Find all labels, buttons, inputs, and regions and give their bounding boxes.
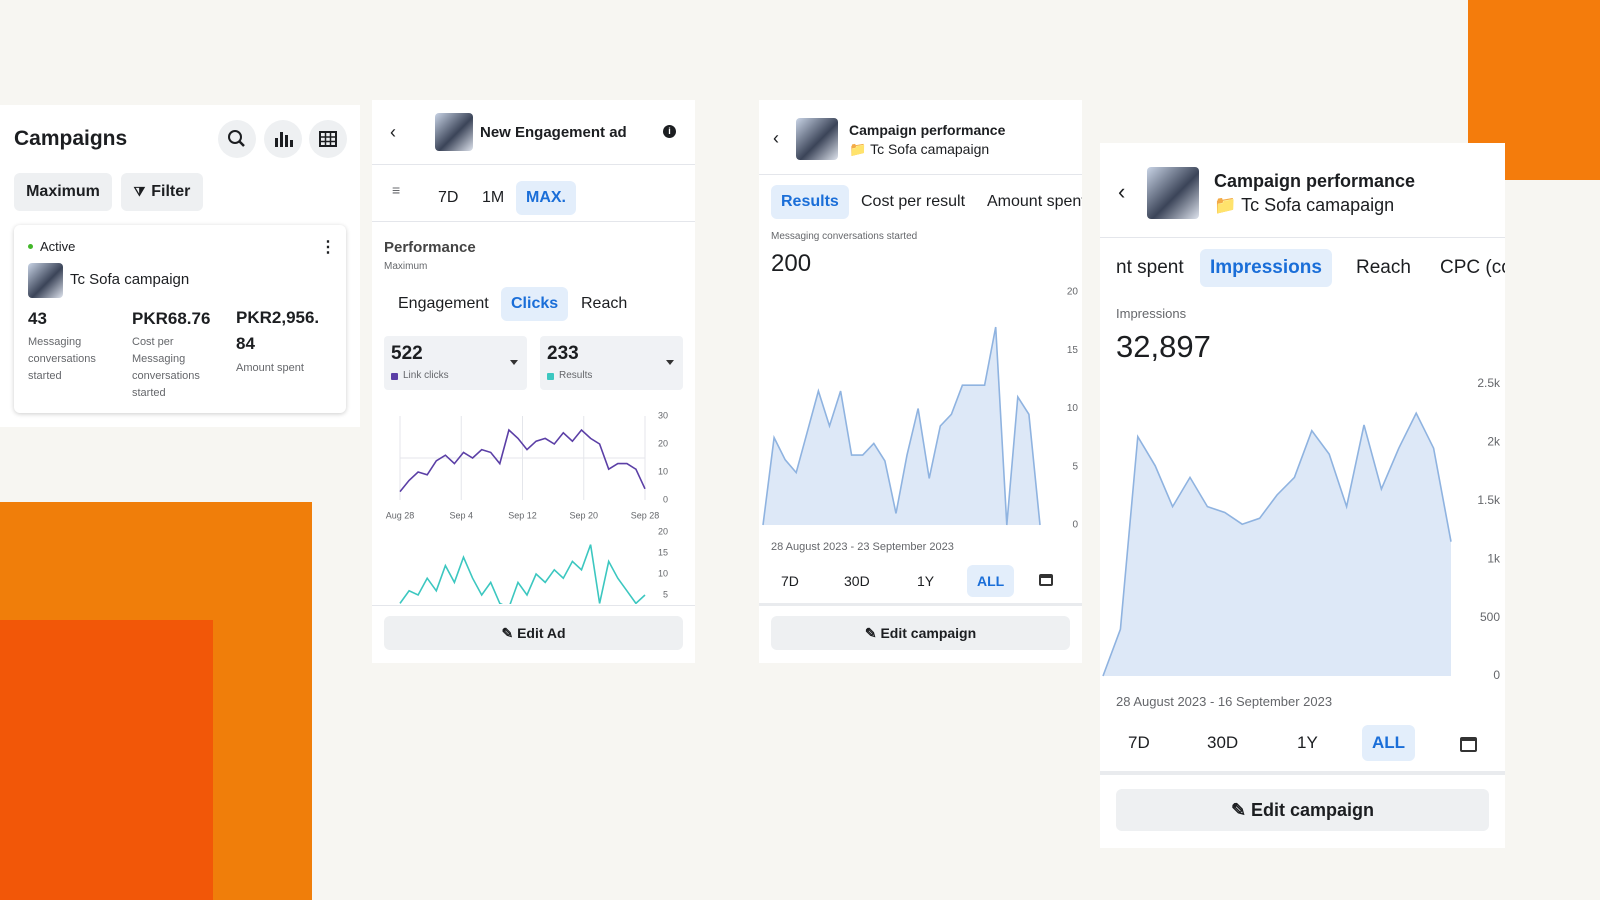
tab[interactable]: ALL	[1362, 725, 1416, 761]
filter-label: Filter	[151, 183, 191, 200]
metric-value: 32,897	[1116, 329, 1211, 364]
tab[interactable]: 7D	[438, 189, 459, 206]
divider	[759, 603, 1082, 606]
section-title: Performance	[384, 239, 476, 256]
stat-swatch	[547, 373, 554, 380]
tab[interactable]: 30D	[844, 573, 870, 589]
performance-panel: ‹ Campaign performance 📁 Tc Sofa camapai…	[759, 100, 1082, 663]
performance-panel: ‹ Campaign performance 📁 Tc Sofa camapai…	[1100, 143, 1505, 848]
metric-label: Messaging conversations started	[28, 336, 96, 382]
thumbnail	[28, 263, 63, 298]
edit-button[interactable]: ✎ Edit campaign	[1116, 789, 1489, 831]
divider	[1100, 771, 1505, 775]
divider	[372, 605, 695, 606]
tab[interactable]: Reach	[1356, 257, 1411, 278]
filter-chip[interactable]: Maximum	[14, 173, 112, 211]
campaign-card[interactable]: Active ⋮ Tc Sofa campaign 43 Messaging co…	[14, 225, 346, 413]
metric-value: PKR2,956.84	[236, 308, 320, 353]
stat-box[interactable]: 233 Results	[540, 336, 683, 390]
metric-value: PKR68.76	[132, 309, 211, 328]
ad-panel: ‹ New Engagement ad i ≡ 7D 1M MAX. Perform…	[372, 100, 695, 663]
title: Campaign performance	[849, 122, 1006, 138]
tab[interactable]: 1Y	[917, 573, 935, 589]
status-dot	[28, 244, 33, 249]
stat-swatch	[391, 373, 398, 380]
tab[interactable]: Reach	[581, 295, 628, 312]
stat-value: 522	[391, 343, 423, 364]
subtitle-text: Tc Sofa camapaign	[870, 141, 990, 157]
stat-box[interactable]: 522 Link clicks	[384, 336, 527, 390]
campaigns-panel: Campaigns Maximum ⧩ Filter Active ⋮ Tc So…	[0, 105, 360, 427]
info-icon[interactable]: i	[663, 125, 676, 138]
metric-label: Impressions	[1116, 306, 1187, 321]
back-button[interactable]: ‹	[1118, 179, 1126, 204]
section-subtitle: Maximum	[384, 261, 428, 272]
tab[interactable]: Cost per result	[861, 193, 966, 210]
tab[interactable]: 1M	[482, 189, 505, 206]
more-button[interactable]: ⋮	[320, 239, 336, 256]
tab[interactable]: Engagement	[398, 295, 489, 312]
metric: PKR68.76 Cost per Messaging conversations…	[132, 309, 224, 402]
metric-label: Messaging conversations started	[771, 231, 918, 242]
divider	[1100, 237, 1505, 238]
tab[interactable]: 7D	[781, 573, 799, 589]
table-button[interactable]	[309, 120, 347, 158]
edit-button[interactable]: ✎ Edit Ad	[384, 616, 683, 650]
metric: PKR2,956.84 Amount spent	[236, 308, 322, 374]
calendar-icon[interactable]	[1460, 737, 1477, 752]
thumbnail	[1147, 167, 1199, 219]
date-range: 28 August 2023 - 23 September 2023	[771, 541, 954, 553]
title: Campaigns	[14, 127, 128, 150]
metric-value: 200	[771, 250, 812, 277]
edit-label: Edit campaign	[1251, 799, 1375, 820]
chart-button[interactable]	[264, 120, 302, 158]
back-button[interactable]: ‹	[773, 128, 779, 148]
tab[interactable]: Impressions	[1200, 249, 1332, 287]
edit-label: Edit campaign	[880, 625, 977, 641]
metric-label: Amount spent	[236, 362, 304, 374]
edit-label: Edit Ad	[517, 625, 566, 641]
tab[interactable]: MAX.	[516, 181, 576, 215]
status: Active	[40, 239, 76, 254]
tab[interactable]: Results	[771, 185, 849, 219]
tab[interactable]: nt spent	[1116, 257, 1184, 278]
thumbnail	[796, 118, 838, 160]
tab[interactable]: Amount spent	[987, 193, 1082, 210]
tab[interactable]: 1Y	[1297, 733, 1318, 752]
subtitle-text: Tc Sofa camapaign	[1241, 195, 1395, 215]
thumbnail	[435, 113, 473, 151]
divider	[759, 174, 1082, 175]
stat-value: 233	[547, 343, 579, 364]
dropdown-icon	[510, 360, 518, 365]
subtitle: 📁 Tc Sofa camapaign	[1214, 195, 1395, 215]
tab[interactable]: 7D	[1128, 733, 1150, 752]
decor-red	[0, 620, 213, 900]
title: Campaign performance	[1214, 171, 1416, 191]
tab[interactable]: 30D	[1207, 733, 1239, 752]
settings-icon[interactable]: ≡	[392, 182, 401, 198]
metric-label: Cost per Messaging conversations started	[132, 336, 200, 399]
campaign-name: Tc Sofa campaign	[70, 271, 190, 288]
subtitle: 📁 Tc Sofa camapaign	[849, 141, 990, 157]
stat-label: Results	[559, 370, 593, 381]
divider	[372, 221, 695, 222]
dropdown-icon	[666, 360, 674, 365]
metric-value: 43	[28, 309, 47, 328]
title: New Engagement ad	[480, 124, 627, 141]
stat-label: Link clicks	[403, 370, 449, 381]
date-range: 28 August 2023 - 16 September 2023	[1116, 694, 1333, 709]
calendar-icon[interactable]	[1039, 574, 1053, 586]
tab[interactable]: ALL	[967, 565, 1015, 597]
filter-chip[interactable]: ⧩ Filter	[121, 173, 203, 211]
tab[interactable]: CPC (co	[1440, 257, 1505, 278]
tab[interactable]: Clicks	[501, 287, 569, 321]
edit-button[interactable]: ✎ Edit campaign	[771, 616, 1070, 650]
back-button[interactable]: ‹	[390, 122, 396, 142]
search-button[interactable]	[218, 120, 256, 158]
metric: 43 Messaging conversations started	[28, 309, 116, 385]
divider	[372, 164, 695, 165]
